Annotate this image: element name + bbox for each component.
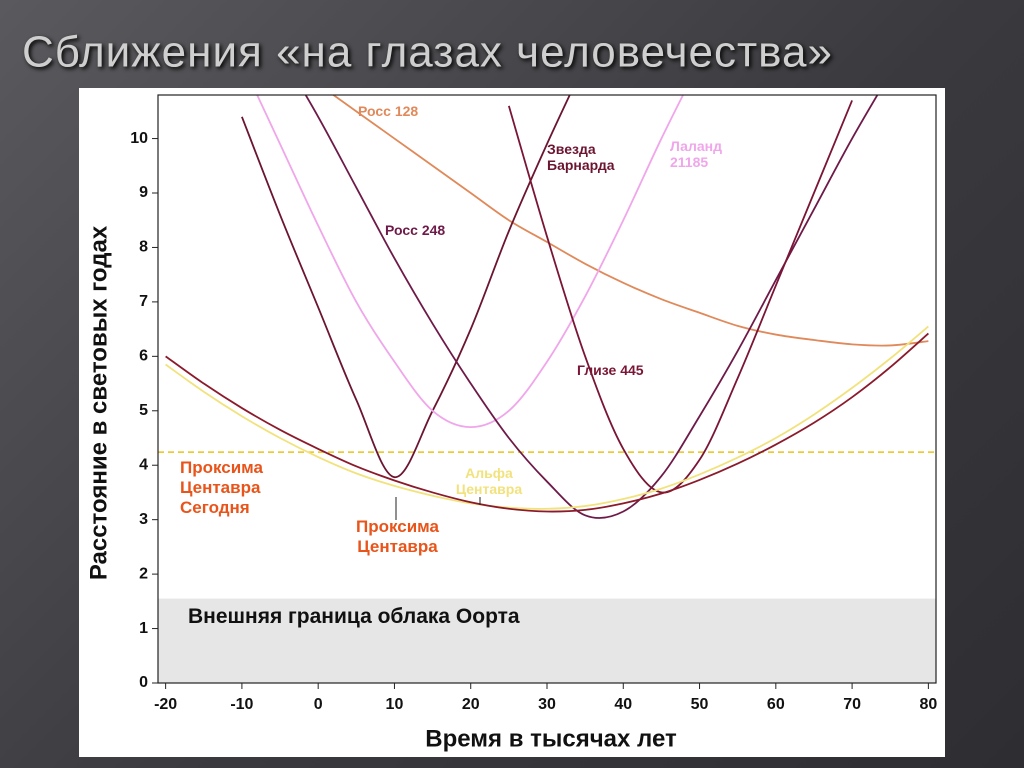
y-tick-label: 6 xyxy=(139,348,148,365)
series-line xyxy=(241,95,571,479)
x-tick-label: 20 xyxy=(462,696,480,713)
series-line xyxy=(304,95,879,519)
y-tick-label: 2 xyxy=(139,565,148,582)
x-tick-label: 50 xyxy=(691,696,709,713)
plot-area xyxy=(158,95,936,683)
x-tick-label: 0 xyxy=(314,696,323,713)
x-tick-label: 80 xyxy=(919,696,937,713)
x-tick-label: 10 xyxy=(386,696,404,713)
series-line xyxy=(331,95,929,347)
y-axis-title: Расстояние в световых годах xyxy=(85,225,112,580)
series-label: Проксима Центавра xyxy=(356,517,439,556)
y-tick-label: 9 xyxy=(139,184,148,201)
series-label: Альфа Центавра xyxy=(455,465,523,497)
series-line xyxy=(165,332,929,513)
slide-title: Сближения «на глазах человечества» xyxy=(22,28,833,77)
x-tick-label: 70 xyxy=(843,696,861,713)
y-tick-label: 0 xyxy=(139,674,148,691)
x-tick-label: -20 xyxy=(154,696,177,713)
x-tick-label: 60 xyxy=(767,696,785,713)
y-tick-label: 8 xyxy=(139,239,148,256)
y-tick-label: 5 xyxy=(139,402,148,419)
y-tick-label: 7 xyxy=(139,293,148,310)
y-tick-label: 3 xyxy=(139,511,148,528)
y-tick-label: 4 xyxy=(139,456,148,473)
series-line xyxy=(507,100,853,494)
series-label: Глизе 445 xyxy=(577,362,644,378)
x-axis-title: Время в тысячах лет xyxy=(425,725,677,752)
series-label: Росс 128 xyxy=(358,103,419,119)
series-line xyxy=(256,95,685,429)
series-label: Звезда Барнарда xyxy=(547,141,615,173)
oort-band xyxy=(158,598,936,683)
series-line xyxy=(165,325,929,510)
x-tick-label: -10 xyxy=(230,696,253,713)
x-tick-label: 30 xyxy=(538,696,556,713)
series-group xyxy=(165,95,929,519)
band-label: Внешняя граница облака Оорта xyxy=(188,604,520,628)
x-tick-label: 40 xyxy=(614,696,632,713)
y-tick-label: 1 xyxy=(139,620,148,637)
series-label: Лаланд 21185 xyxy=(670,138,722,170)
annotation: Проксима Центавра Сегодня xyxy=(180,458,263,517)
series-label: Росс 248 xyxy=(385,222,446,238)
y-tick-label: 10 xyxy=(130,130,148,147)
